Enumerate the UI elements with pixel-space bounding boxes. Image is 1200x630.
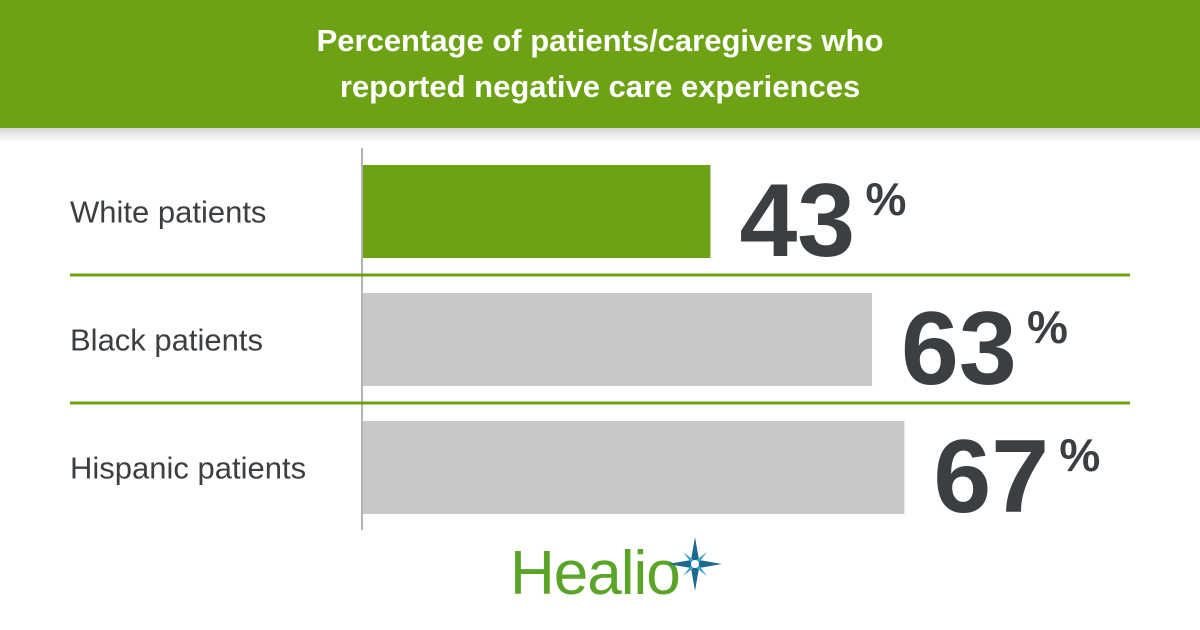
bar bbox=[363, 293, 873, 386]
data-label: 67 bbox=[933, 419, 1049, 535]
chart-title-line-1: Percentage of patients/caregivers who bbox=[316, 23, 884, 58]
data-label-unit: % bbox=[865, 173, 906, 225]
header-shadow bbox=[0, 128, 1200, 142]
category-label: White patients bbox=[70, 195, 266, 230]
star-compass-icon bbox=[668, 537, 722, 591]
bar bbox=[363, 165, 711, 258]
data-label: 43 bbox=[739, 163, 855, 279]
bar bbox=[363, 421, 905, 514]
logo-text: Healio bbox=[510, 539, 681, 608]
category-label: Hispanic patients bbox=[70, 451, 306, 486]
data-label-unit: % bbox=[1059, 429, 1100, 481]
chart-header: Percentage of patients/caregivers who re… bbox=[0, 0, 1200, 128]
data-label-unit: % bbox=[1027, 301, 1068, 353]
chart-title-line-2: reported negative care experiences bbox=[339, 69, 861, 104]
data-label: 63 bbox=[901, 291, 1017, 407]
category-label: Black patients bbox=[70, 323, 263, 358]
healio-logo: Healio bbox=[508, 535, 728, 610]
